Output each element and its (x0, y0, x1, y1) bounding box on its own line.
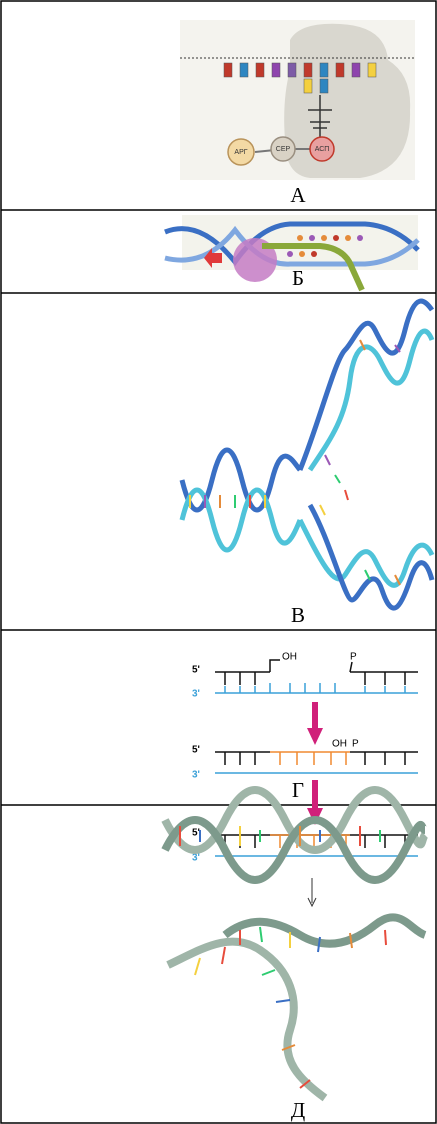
strand-label: 5' (192, 828, 200, 839)
group-label: OH (332, 739, 347, 750)
amino-acid-label: АРГ (234, 149, 247, 156)
caption: Г (292, 778, 304, 802)
image-transcription (164, 215, 420, 292)
caption: Д (291, 1098, 305, 1122)
strand-label: 5' (192, 745, 200, 756)
image-translation: АРГ СЕР АСП (180, 20, 415, 180)
caption: А (290, 183, 306, 207)
amino-acid-label: СЕР (276, 146, 291, 153)
group-label: P (350, 652, 357, 663)
strand-label: 5' (192, 665, 200, 676)
image-denaturation (161, 786, 429, 1102)
image-replication (179, 298, 435, 611)
group-label: P (352, 739, 359, 750)
strand-label: 3' (192, 770, 200, 781)
caption: Б (292, 266, 304, 290)
strand-label: 3' (192, 689, 200, 700)
strand-label: 3' (192, 853, 200, 864)
image-ligation: 5' 3' OH P 5' 3' OH P 5' 3' (192, 652, 418, 864)
group-label: OH (282, 652, 297, 663)
amino-acid-label: АСП (315, 146, 330, 153)
caption: В (291, 603, 305, 627)
